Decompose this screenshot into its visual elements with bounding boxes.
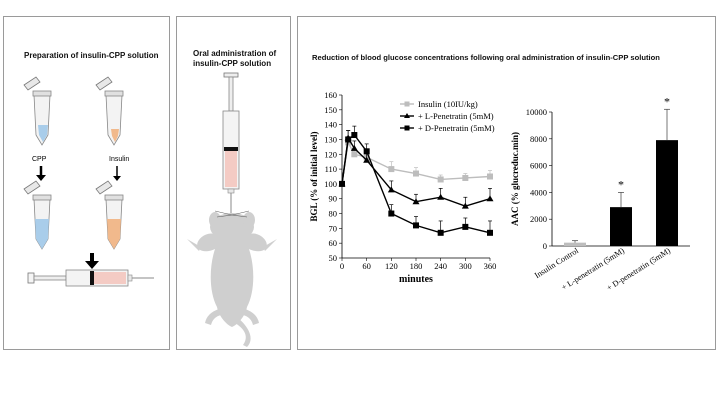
bar-y-tick-label: 2000 bbox=[530, 214, 547, 224]
legend-marker bbox=[404, 125, 410, 131]
series-point bbox=[388, 166, 395, 173]
series-point bbox=[437, 229, 444, 236]
series-point bbox=[363, 148, 370, 155]
bar-y-tick-label: 4000 bbox=[530, 187, 547, 197]
tube-cpp-filled bbox=[23, 180, 52, 250]
significance-marker: * bbox=[664, 94, 670, 108]
y-tick-label: 70 bbox=[329, 223, 338, 233]
preparation-illustration: CPP Insulin bbox=[23, 76, 154, 287]
legend-label: Insulin (10IU/kg) bbox=[418, 99, 478, 109]
preparation-panel: Preparation of insulin-CPP solution CPP … bbox=[3, 16, 170, 350]
cpp-label: CPP bbox=[32, 156, 47, 163]
y-tick-label: 90 bbox=[329, 194, 338, 204]
results-title: Reduction of blood glucose concentration… bbox=[312, 53, 660, 62]
y-tick-label: 80 bbox=[329, 209, 338, 219]
x-tick-label: 60 bbox=[362, 261, 371, 271]
bar-y-axis-label: AAC (% glucreduc.min) bbox=[510, 132, 520, 226]
series-point bbox=[412, 198, 420, 205]
series-point bbox=[437, 176, 444, 183]
series-point bbox=[461, 202, 469, 209]
y-tick-label: 150 bbox=[324, 105, 337, 115]
arrow-head-icon bbox=[36, 175, 46, 181]
series-point bbox=[413, 222, 419, 229]
series-point bbox=[339, 180, 345, 187]
y-tick-label: 160 bbox=[324, 90, 337, 100]
tube-cpp-top bbox=[23, 76, 52, 146]
y-tick-label: 100 bbox=[324, 179, 337, 189]
bar-y-tick-label: 6000 bbox=[530, 161, 547, 171]
administration-illustration bbox=[187, 72, 277, 347]
x-tick-label: 120 bbox=[385, 261, 398, 271]
series-point bbox=[351, 151, 358, 158]
series-point bbox=[387, 186, 395, 193]
x-tick-label: 180 bbox=[410, 261, 423, 271]
big-arrow-head-icon bbox=[85, 261, 99, 269]
administration-title-line1: Oral administration of bbox=[193, 49, 277, 58]
series-point bbox=[487, 229, 493, 236]
series-point bbox=[351, 132, 358, 139]
bar bbox=[564, 242, 586, 246]
arrow-head-icon bbox=[113, 176, 121, 181]
y-tick-label: 120 bbox=[324, 149, 337, 159]
y-tick-label: 110 bbox=[325, 164, 337, 174]
series-point bbox=[345, 136, 352, 143]
series-point bbox=[487, 173, 493, 180]
series-point bbox=[437, 193, 445, 200]
syringe-horizontal bbox=[27, 269, 154, 287]
significance-marker: * bbox=[618, 177, 624, 191]
results-panel: Reduction of blood glucose concentration… bbox=[297, 16, 716, 350]
y-tick-label: 130 bbox=[324, 134, 337, 144]
y-axis-label: BGL (% of initial level) bbox=[309, 132, 319, 222]
administration-panel: Oral administration of insulin-CPP solut… bbox=[176, 16, 291, 350]
y-tick-label: 50 bbox=[329, 253, 338, 263]
series-point bbox=[413, 170, 419, 177]
bar-y-tick-label: 8000 bbox=[530, 134, 547, 144]
whiskers bbox=[214, 210, 250, 218]
preparation-title: Preparation of insulin-CPP solution bbox=[24, 51, 159, 60]
bar-y-tick-label: 0 bbox=[543, 241, 547, 251]
legend-label: + D-Penetratin (5mM) bbox=[418, 123, 495, 133]
x-axis-label: minutes bbox=[399, 274, 433, 285]
bar bbox=[610, 207, 632, 246]
x-tick-label: 240 bbox=[434, 261, 447, 271]
legend-marker bbox=[404, 113, 410, 118]
administration-title-line2: insulin-CPP solution bbox=[193, 59, 272, 68]
bar-y-tick-label: 10000 bbox=[526, 107, 547, 117]
y-tick-label: 140 bbox=[324, 120, 337, 130]
x-tick-label: 300 bbox=[459, 261, 472, 271]
series-point bbox=[486, 195, 494, 202]
insulin-label: Insulin bbox=[109, 156, 129, 163]
series-point bbox=[462, 223, 469, 230]
tube-insulin-filled bbox=[95, 180, 124, 250]
legend-marker bbox=[404, 101, 410, 107]
series-point bbox=[363, 156, 371, 163]
syringe-vertical bbox=[222, 72, 240, 213]
mouse-icon bbox=[187, 212, 277, 347]
x-tick-label: 0 bbox=[340, 261, 344, 271]
bar bbox=[656, 140, 678, 246]
series-point bbox=[462, 174, 469, 181]
series-point bbox=[350, 144, 358, 151]
legend-label: + L-Penetratin (5mM) bbox=[418, 111, 494, 121]
y-tick-label: 60 bbox=[329, 238, 338, 248]
series-point bbox=[388, 210, 395, 217]
tube-insulin-top bbox=[95, 76, 124, 146]
x-tick-label: 360 bbox=[484, 261, 497, 271]
